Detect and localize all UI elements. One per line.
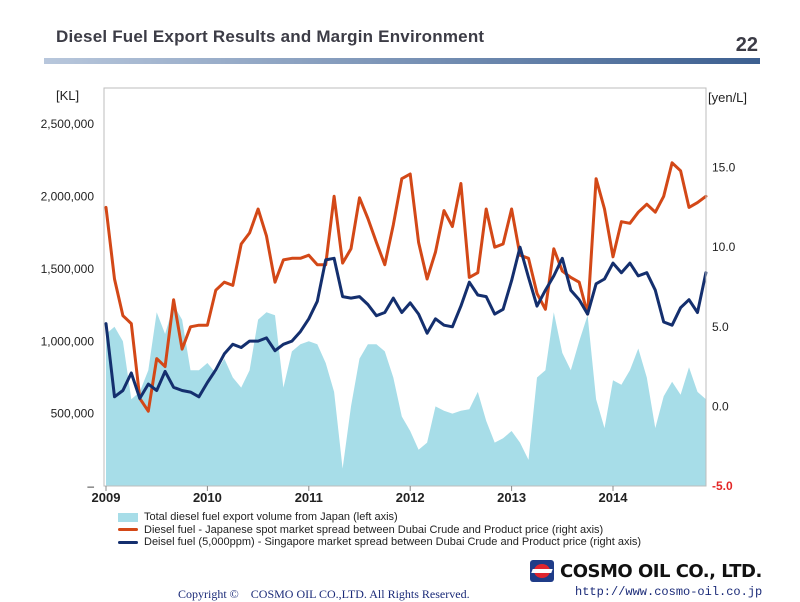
left-tick-label: – bbox=[87, 479, 94, 493]
copyright-notice: Copyright © COSMO OIL CO.,LTD. All Right… bbox=[178, 587, 470, 601]
legend-swatch-japan-spread bbox=[118, 528, 138, 532]
legend-item-japan-spread: Diesel fuel - Japanese spot market sprea… bbox=[118, 524, 641, 537]
series-line-japan-spread bbox=[104, 161, 708, 413]
left-tick-label: 1,500,000 bbox=[41, 262, 95, 276]
x-tick-label: 2012 bbox=[396, 490, 425, 505]
right-tick-label: 15.0 bbox=[712, 161, 736, 175]
x-tick-label: 2010 bbox=[193, 490, 222, 505]
title-rule bbox=[44, 58, 760, 64]
x-tick-label: 2013 bbox=[497, 490, 526, 505]
chart-legend: Total diesel fuel export volume from Jap… bbox=[118, 511, 641, 549]
series-area-export-volume bbox=[106, 305, 706, 486]
left-tick-label: 2,000,000 bbox=[41, 190, 95, 204]
company-url[interactable]: http://www.cosmo-oil.co.jp bbox=[575, 585, 763, 599]
right-tick-label: -5.0 bbox=[712, 479, 733, 493]
page-number: 22 bbox=[735, 34, 758, 56]
left-tick-label: 500,000 bbox=[51, 407, 95, 421]
right-axis-unit: [yen/L] bbox=[708, 90, 747, 105]
left-tick-label: 2,500,000 bbox=[41, 117, 95, 131]
legend-label-singapore-spread: Deisel fuel (5,000ppm) - Singapore marke… bbox=[144, 536, 642, 548]
left-axis-unit: [KL] bbox=[56, 88, 79, 103]
right-tick-label: 0.0 bbox=[712, 399, 729, 413]
series-line-singapore-spread bbox=[104, 245, 708, 400]
legend-swatch-singapore-spread bbox=[118, 540, 138, 544]
cosmo-oil-logo-icon bbox=[530, 560, 554, 582]
x-tick-label: 2011 bbox=[295, 490, 323, 505]
legend-swatch-volume bbox=[118, 512, 138, 522]
x-tick-label: 2014 bbox=[599, 490, 629, 505]
right-tick-label: 5.0 bbox=[712, 320, 729, 334]
legend-label-volume: Total diesel fuel export volume from Jap… bbox=[144, 511, 398, 523]
legend-item-singapore-spread: Deisel fuel (5,000ppm) - Singapore marke… bbox=[118, 536, 641, 549]
company-logo-text: COSMO OIL CO., LTD. bbox=[560, 560, 762, 582]
x-tick-label: 2009 bbox=[92, 490, 121, 505]
right-tick-label: 10.0 bbox=[712, 240, 736, 254]
left-tick-label: 1,000,000 bbox=[41, 334, 95, 348]
company-logo: COSMO OIL CO., LTD. bbox=[530, 560, 762, 582]
slide-title: Diesel Fuel Export Results and Margin En… bbox=[56, 27, 485, 46]
legend-item-volume: Total diesel fuel export volume from Jap… bbox=[118, 511, 641, 524]
plot-frame bbox=[103, 87, 707, 487]
legend-label-japan-spread: Diesel fuel - Japanese spot market sprea… bbox=[144, 523, 604, 536]
